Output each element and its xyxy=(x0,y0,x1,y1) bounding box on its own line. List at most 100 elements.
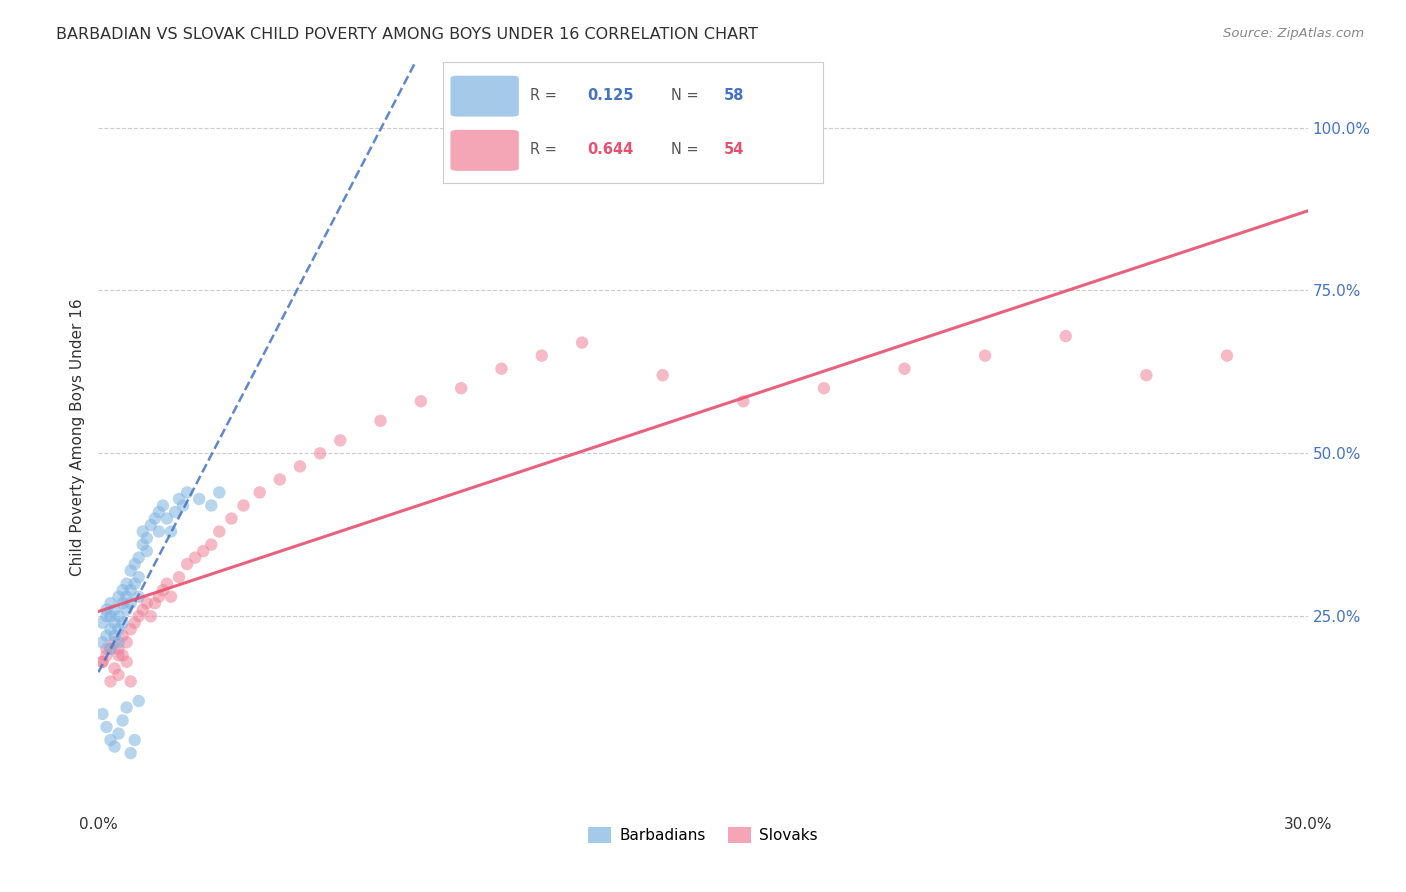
Text: N =: N = xyxy=(671,142,703,157)
Point xyxy=(132,538,155,552)
Point xyxy=(132,603,155,617)
Point xyxy=(107,648,129,663)
Point xyxy=(132,524,155,539)
Point xyxy=(651,368,673,383)
Point xyxy=(148,524,170,539)
Text: 0.125: 0.125 xyxy=(588,88,634,103)
Point xyxy=(143,511,166,525)
Point xyxy=(124,557,146,571)
Point xyxy=(288,459,311,474)
Point xyxy=(1054,329,1077,343)
Point xyxy=(128,590,150,604)
Point xyxy=(96,603,118,617)
Point xyxy=(111,615,134,630)
Point xyxy=(176,557,198,571)
Point xyxy=(107,590,129,604)
Point xyxy=(167,491,190,506)
Point xyxy=(188,491,211,506)
Point xyxy=(103,603,125,617)
Point xyxy=(111,714,134,728)
Point xyxy=(111,629,134,643)
Text: 58: 58 xyxy=(724,88,744,103)
Point xyxy=(571,335,593,350)
Point xyxy=(135,531,157,545)
Point xyxy=(813,381,835,395)
Point xyxy=(103,739,125,754)
Text: R =: R = xyxy=(530,88,562,103)
Point xyxy=(200,499,222,513)
Point xyxy=(139,518,162,533)
Point xyxy=(100,674,122,689)
Point xyxy=(370,414,392,428)
Point xyxy=(91,655,114,669)
Point xyxy=(96,648,118,663)
Point xyxy=(100,609,122,624)
Point xyxy=(96,629,118,643)
Point xyxy=(103,629,125,643)
Point xyxy=(100,622,122,636)
Point xyxy=(91,655,114,669)
Point xyxy=(309,446,332,460)
Point xyxy=(91,635,114,649)
Point xyxy=(115,576,138,591)
Point xyxy=(124,615,146,630)
Point xyxy=(100,641,122,656)
Point xyxy=(100,641,122,656)
Point xyxy=(156,576,179,591)
Text: 54: 54 xyxy=(724,142,744,157)
Point xyxy=(120,596,142,610)
Point xyxy=(184,550,207,565)
Point xyxy=(172,499,194,513)
Point xyxy=(232,499,254,513)
Point xyxy=(176,485,198,500)
FancyBboxPatch shape xyxy=(450,130,519,171)
Point xyxy=(107,726,129,740)
Point xyxy=(111,583,134,598)
Point xyxy=(120,622,142,636)
Point xyxy=(111,648,134,663)
Point xyxy=(139,609,162,624)
Point xyxy=(221,511,243,525)
Point xyxy=(128,570,150,584)
Point xyxy=(128,550,150,565)
Text: 0.644: 0.644 xyxy=(588,142,633,157)
Point xyxy=(128,694,150,708)
Point xyxy=(135,544,157,558)
Text: N =: N = xyxy=(671,88,703,103)
Point xyxy=(107,609,129,624)
Point xyxy=(163,505,186,519)
Point xyxy=(143,596,166,610)
Point xyxy=(91,615,114,630)
Point xyxy=(733,394,755,409)
Point xyxy=(409,394,432,409)
Point xyxy=(152,583,174,598)
Point xyxy=(107,641,129,656)
Point xyxy=(96,641,118,656)
Text: Source: ZipAtlas.com: Source: ZipAtlas.com xyxy=(1223,27,1364,40)
Point xyxy=(156,511,179,525)
Point xyxy=(111,596,134,610)
Point xyxy=(120,564,142,578)
Point xyxy=(135,596,157,610)
Point xyxy=(1216,349,1239,363)
Point xyxy=(96,609,118,624)
Point xyxy=(100,596,122,610)
Y-axis label: Child Poverty Among Boys Under 16: Child Poverty Among Boys Under 16 xyxy=(69,298,84,576)
Point xyxy=(120,746,142,760)
Point xyxy=(200,538,222,552)
Point xyxy=(120,583,142,598)
Point xyxy=(115,700,138,714)
Point xyxy=(974,349,997,363)
Point xyxy=(450,381,472,395)
Point xyxy=(96,720,118,734)
Point xyxy=(160,524,183,539)
Point xyxy=(100,733,122,747)
Point xyxy=(103,661,125,675)
Point xyxy=(152,499,174,513)
Point xyxy=(1135,368,1157,383)
Point xyxy=(491,361,513,376)
Point xyxy=(107,635,129,649)
Point xyxy=(160,590,183,604)
Point xyxy=(107,668,129,682)
Point xyxy=(103,635,125,649)
